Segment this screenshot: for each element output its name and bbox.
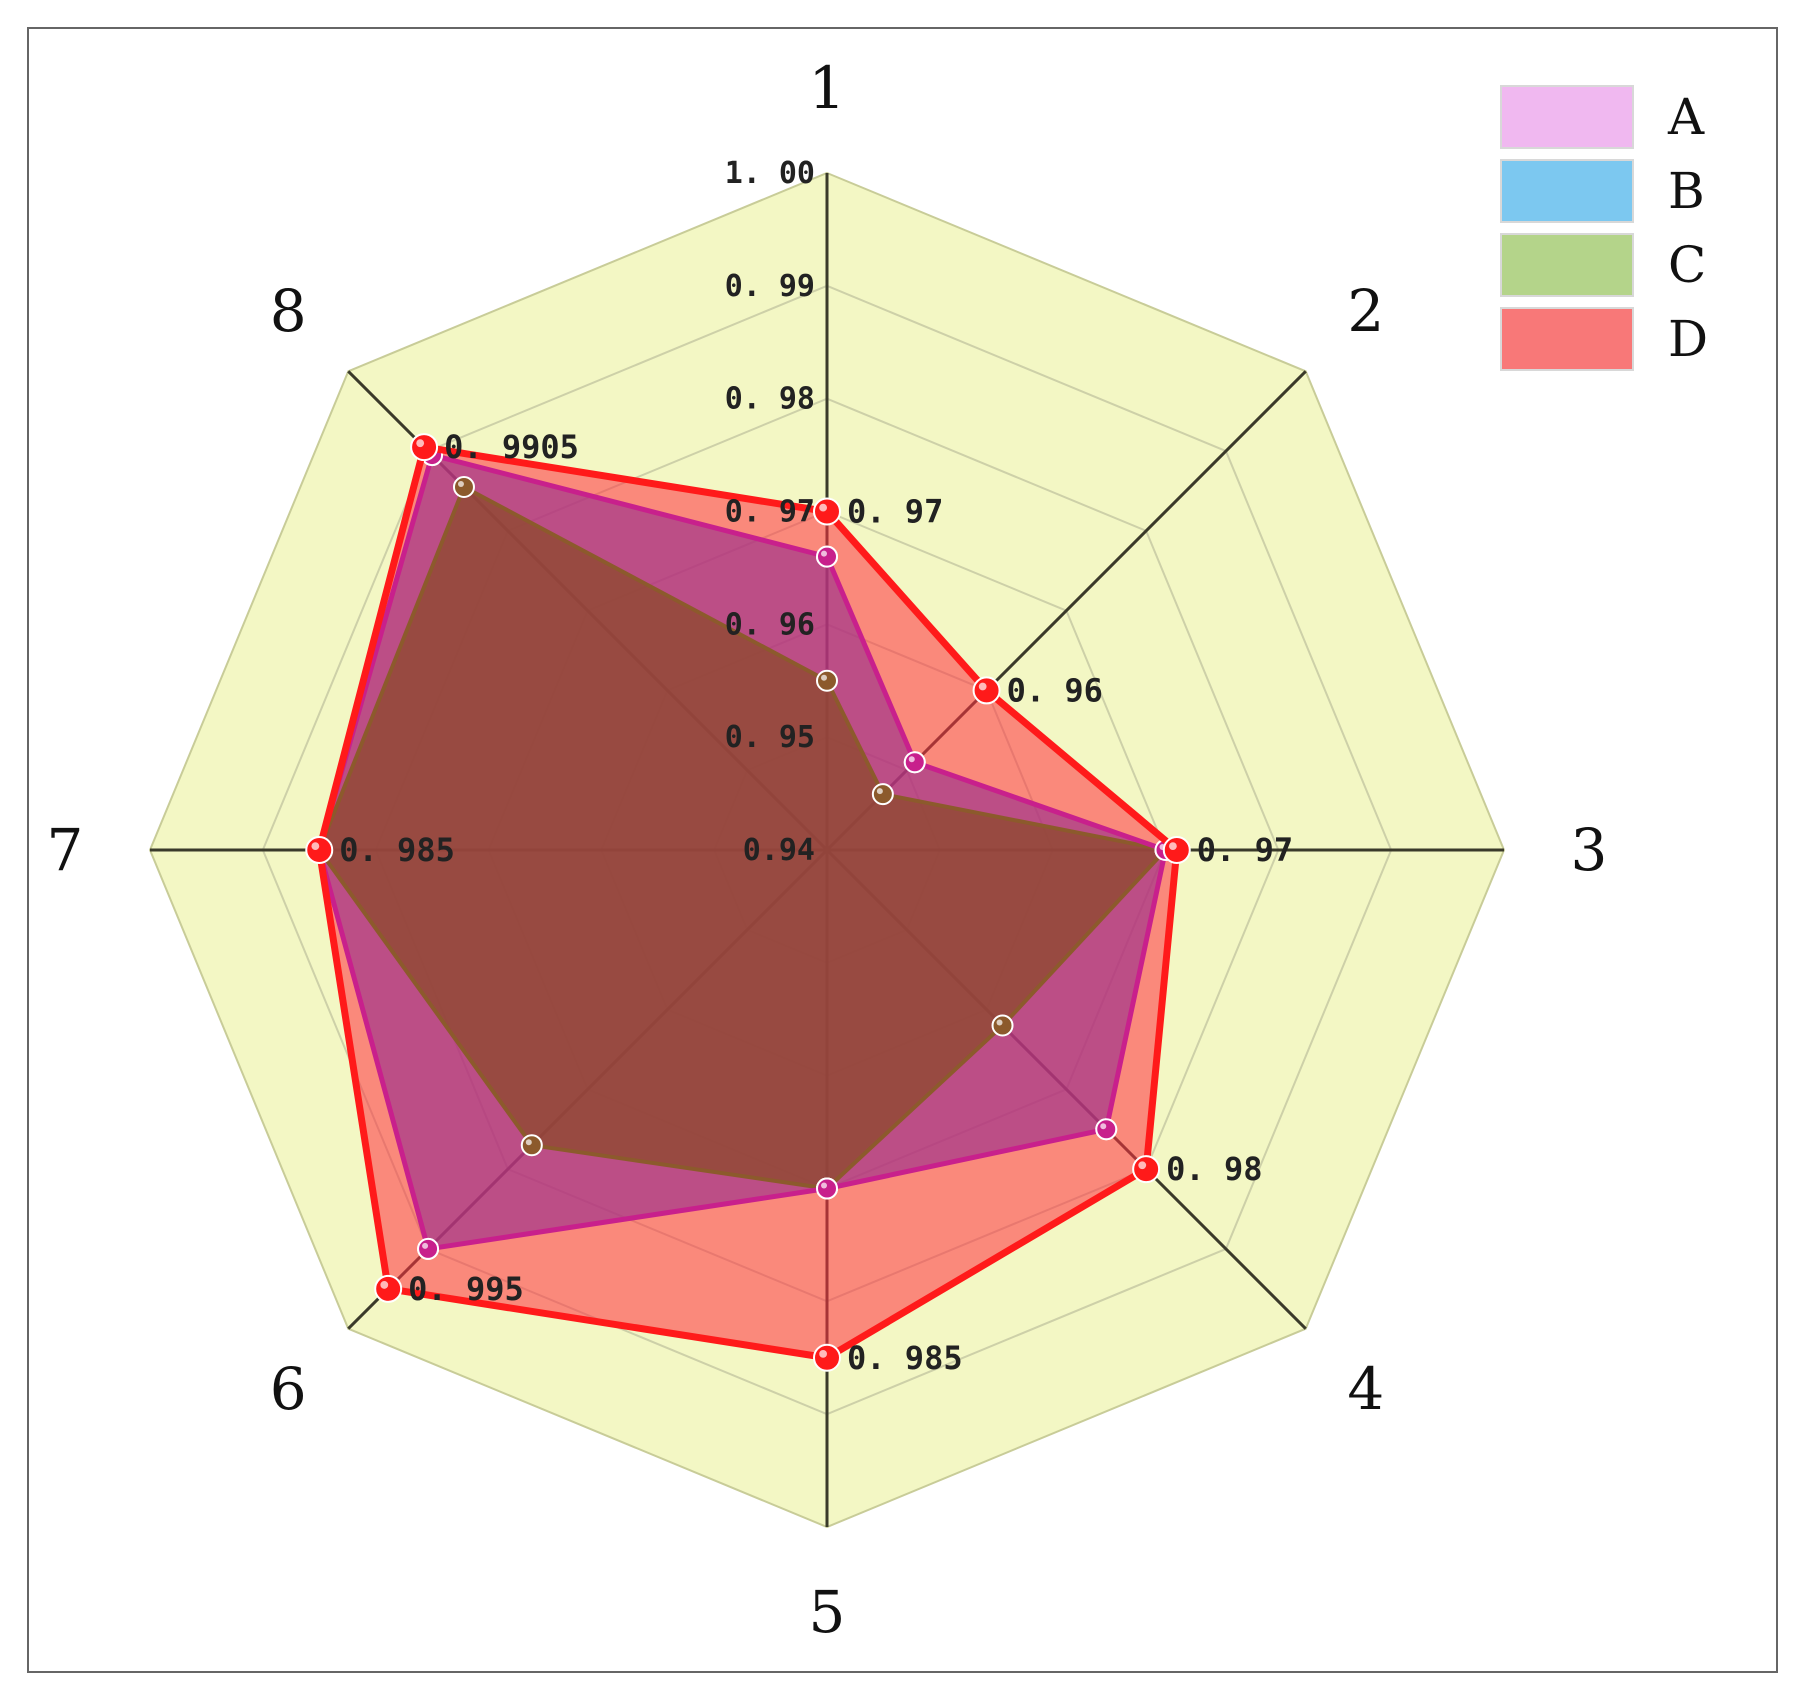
data-label-1: 0. 97 <box>847 493 943 531</box>
point-highlight-D-7 <box>311 842 320 850</box>
axis-label-1: 1 <box>809 54 846 122</box>
point-A-4 <box>1095 1118 1118 1141</box>
point-A-1 <box>816 545 838 568</box>
point-D-7 <box>305 836 334 864</box>
tick-label: 0.94 <box>743 833 815 868</box>
point-C-2 <box>871 783 894 806</box>
axis-labels: 1 2 3 4 5 6 7 8 <box>47 54 1608 1646</box>
legend-label-A: A <box>1668 88 1705 146</box>
axis-label-8: 8 <box>270 277 307 345</box>
series-area-C <box>319 486 1166 1189</box>
point-C-1 <box>816 669 838 692</box>
point-highlight-C-4 <box>996 1019 1003 1026</box>
tick-label: 0. 96 <box>725 607 815 642</box>
radial-tick-labels: 0.94 0. 95 0. 96 0. 97 0. 98 0. 99 1. 00 <box>725 156 815 868</box>
legend-item-D: D <box>1500 302 1740 376</box>
legend-item-A: A <box>1500 80 1740 154</box>
legend-label-D: D <box>1668 310 1709 368</box>
point-D-3 <box>1162 836 1191 864</box>
legend-swatch-A <box>1500 85 1634 149</box>
point-highlight-C-6 <box>525 1139 532 1146</box>
axis-label-4: 4 <box>1347 1355 1384 1423</box>
point-A-6 <box>417 1237 440 1260</box>
point-highlight-D-2 <box>978 682 987 691</box>
axis-label-3: 3 <box>1571 816 1608 884</box>
point-highlight-D-6 <box>380 1281 389 1289</box>
tick-label: 0. 97 <box>725 495 815 530</box>
point-D-4 <box>1132 1155 1161 1184</box>
series-C <box>319 486 1166 1189</box>
tick-label: 0. 95 <box>725 720 815 755</box>
legend-label-C: C <box>1668 236 1707 294</box>
tick-label: 0. 99 <box>725 269 815 304</box>
axis-label-2: 2 <box>1347 277 1384 345</box>
data-annotations: 0. 97 0. 96 0. 97 0. 98 0. 985 0. 995 0. 985 0.… <box>339 428 1293 1377</box>
point-highlight-A-2 <box>908 756 915 763</box>
point-D-1 <box>813 497 841 526</box>
point-highlight-C-8 <box>457 480 464 487</box>
point-highlight-A-5 <box>821 1182 827 1189</box>
point-A-5 <box>816 1177 838 1200</box>
radar-series <box>305 433 1191 1372</box>
data-label-5: 0. 985 <box>847 1339 963 1377</box>
legend-item-B: B <box>1500 154 1740 228</box>
point-D-6 <box>374 1274 403 1303</box>
data-label-8: 0. 9905 <box>444 428 579 466</box>
legend-label-B: B <box>1668 162 1705 220</box>
series-outline-group-D <box>305 433 1191 1372</box>
axis-label-6: 6 <box>270 1355 307 1423</box>
data-label-7: 0. 985 <box>339 831 455 869</box>
point-C-8 <box>452 475 475 498</box>
legend-swatch-C <box>1500 233 1634 297</box>
data-label-3: 0. 97 <box>1197 831 1293 869</box>
data-label-2: 0. 96 <box>1007 671 1103 709</box>
legend-item-C: C <box>1500 228 1740 302</box>
axis-label-5: 5 <box>809 1578 846 1646</box>
point-highlight-D-3 <box>1168 842 1177 850</box>
point-highlight-A-1 <box>821 550 827 557</box>
axis-label-7: 7 <box>47 816 84 884</box>
point-highlight-D-1 <box>819 503 827 512</box>
point-D-2 <box>972 676 1001 705</box>
legend-swatch-D <box>1500 307 1634 371</box>
tick-label: 0. 98 <box>725 382 815 417</box>
point-D-8 <box>410 433 439 462</box>
data-label-4: 0. 98 <box>1166 1150 1262 1188</box>
legend-swatch-B <box>1500 159 1634 223</box>
data-label-6: 0. 995 <box>408 1270 524 1308</box>
point-C-4 <box>991 1014 1014 1037</box>
point-highlight-A-4 <box>1100 1123 1107 1130</box>
tick-label: 1. 00 <box>725 156 815 191</box>
point-highlight-C-1 <box>821 674 827 681</box>
point-highlight-D-8 <box>416 439 425 448</box>
point-highlight-A-6 <box>422 1242 429 1249</box>
point-highlight-D-5 <box>819 1349 827 1358</box>
point-highlight-D-4 <box>1138 1161 1147 1170</box>
point-D-5 <box>813 1343 841 1372</box>
point-C-6 <box>520 1134 543 1157</box>
point-A-2 <box>903 751 926 774</box>
point-highlight-C-2 <box>876 788 883 795</box>
